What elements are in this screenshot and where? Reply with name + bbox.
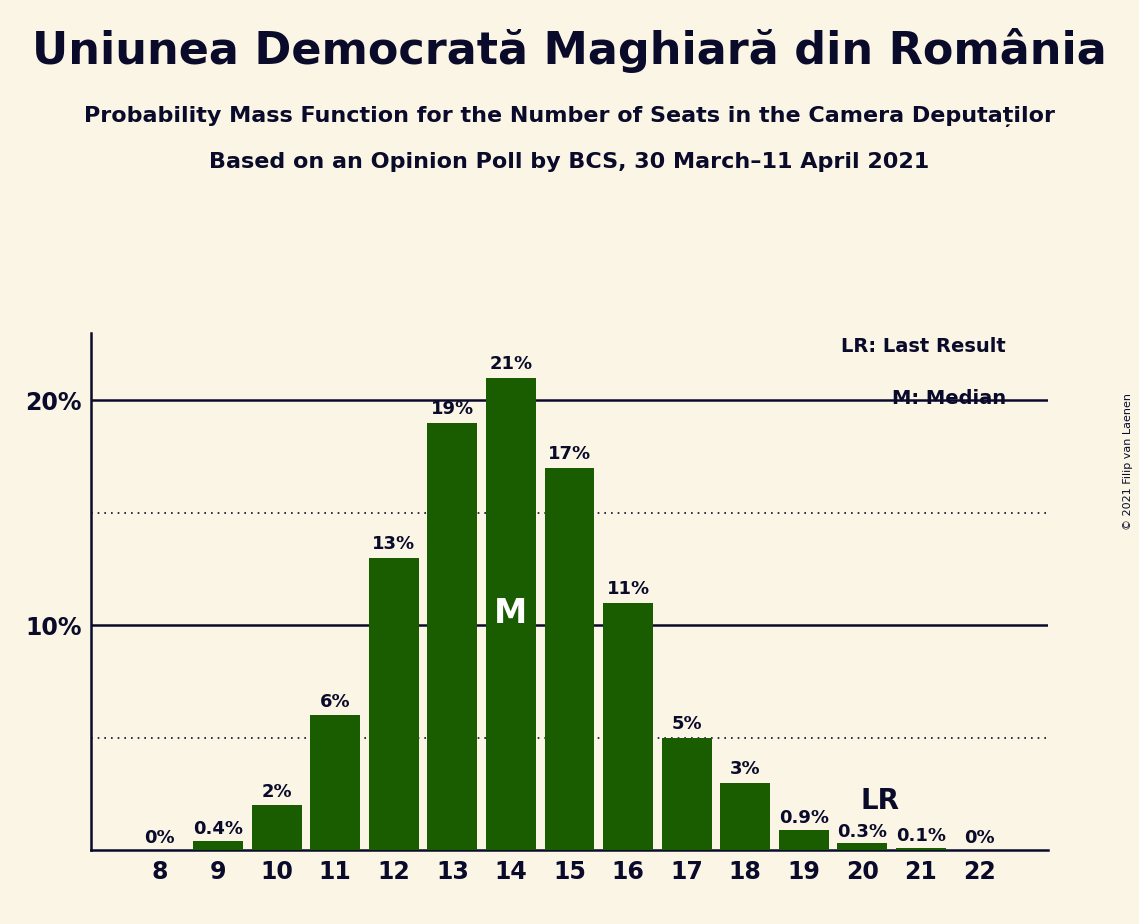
Bar xyxy=(779,830,829,850)
Text: M: Median: M: Median xyxy=(892,389,1006,407)
Text: 13%: 13% xyxy=(372,535,416,553)
Bar xyxy=(486,378,535,850)
Text: LR: Last Result: LR: Last Result xyxy=(841,337,1006,356)
Bar xyxy=(427,422,477,850)
Text: 0%: 0% xyxy=(965,830,994,847)
Bar xyxy=(720,783,770,850)
Text: 0.3%: 0.3% xyxy=(837,822,887,841)
Text: Uniunea Democrată Maghiară din România: Uniunea Democrată Maghiară din România xyxy=(32,28,1107,73)
Bar xyxy=(369,557,419,850)
Bar xyxy=(896,848,945,850)
Bar xyxy=(310,715,360,850)
Text: 21%: 21% xyxy=(490,355,533,373)
Text: 19%: 19% xyxy=(431,400,474,419)
Bar xyxy=(837,844,887,850)
Bar xyxy=(662,737,712,850)
Bar xyxy=(194,841,243,850)
Text: © 2021 Filip van Laenen: © 2021 Filip van Laenen xyxy=(1123,394,1133,530)
Text: Based on an Opinion Poll by BCS, 30 March–11 April 2021: Based on an Opinion Poll by BCS, 30 Marc… xyxy=(210,152,929,173)
Text: 2%: 2% xyxy=(261,783,292,800)
Text: 11%: 11% xyxy=(606,580,649,598)
Text: 0.4%: 0.4% xyxy=(194,821,243,838)
Text: Probability Mass Function for the Number of Seats in the Camera Deputaților: Probability Mass Function for the Number… xyxy=(84,106,1055,128)
Text: LR: LR xyxy=(861,786,900,815)
Text: M: M xyxy=(494,597,527,630)
Bar xyxy=(544,468,595,850)
Bar xyxy=(604,602,653,850)
Text: 3%: 3% xyxy=(730,760,761,778)
Text: 17%: 17% xyxy=(548,445,591,463)
Text: 0.1%: 0.1% xyxy=(896,827,945,845)
Text: 0.9%: 0.9% xyxy=(779,809,829,827)
Text: 6%: 6% xyxy=(320,693,351,711)
Text: 0%: 0% xyxy=(145,830,174,847)
Text: 5%: 5% xyxy=(671,715,702,733)
Bar xyxy=(252,805,302,850)
